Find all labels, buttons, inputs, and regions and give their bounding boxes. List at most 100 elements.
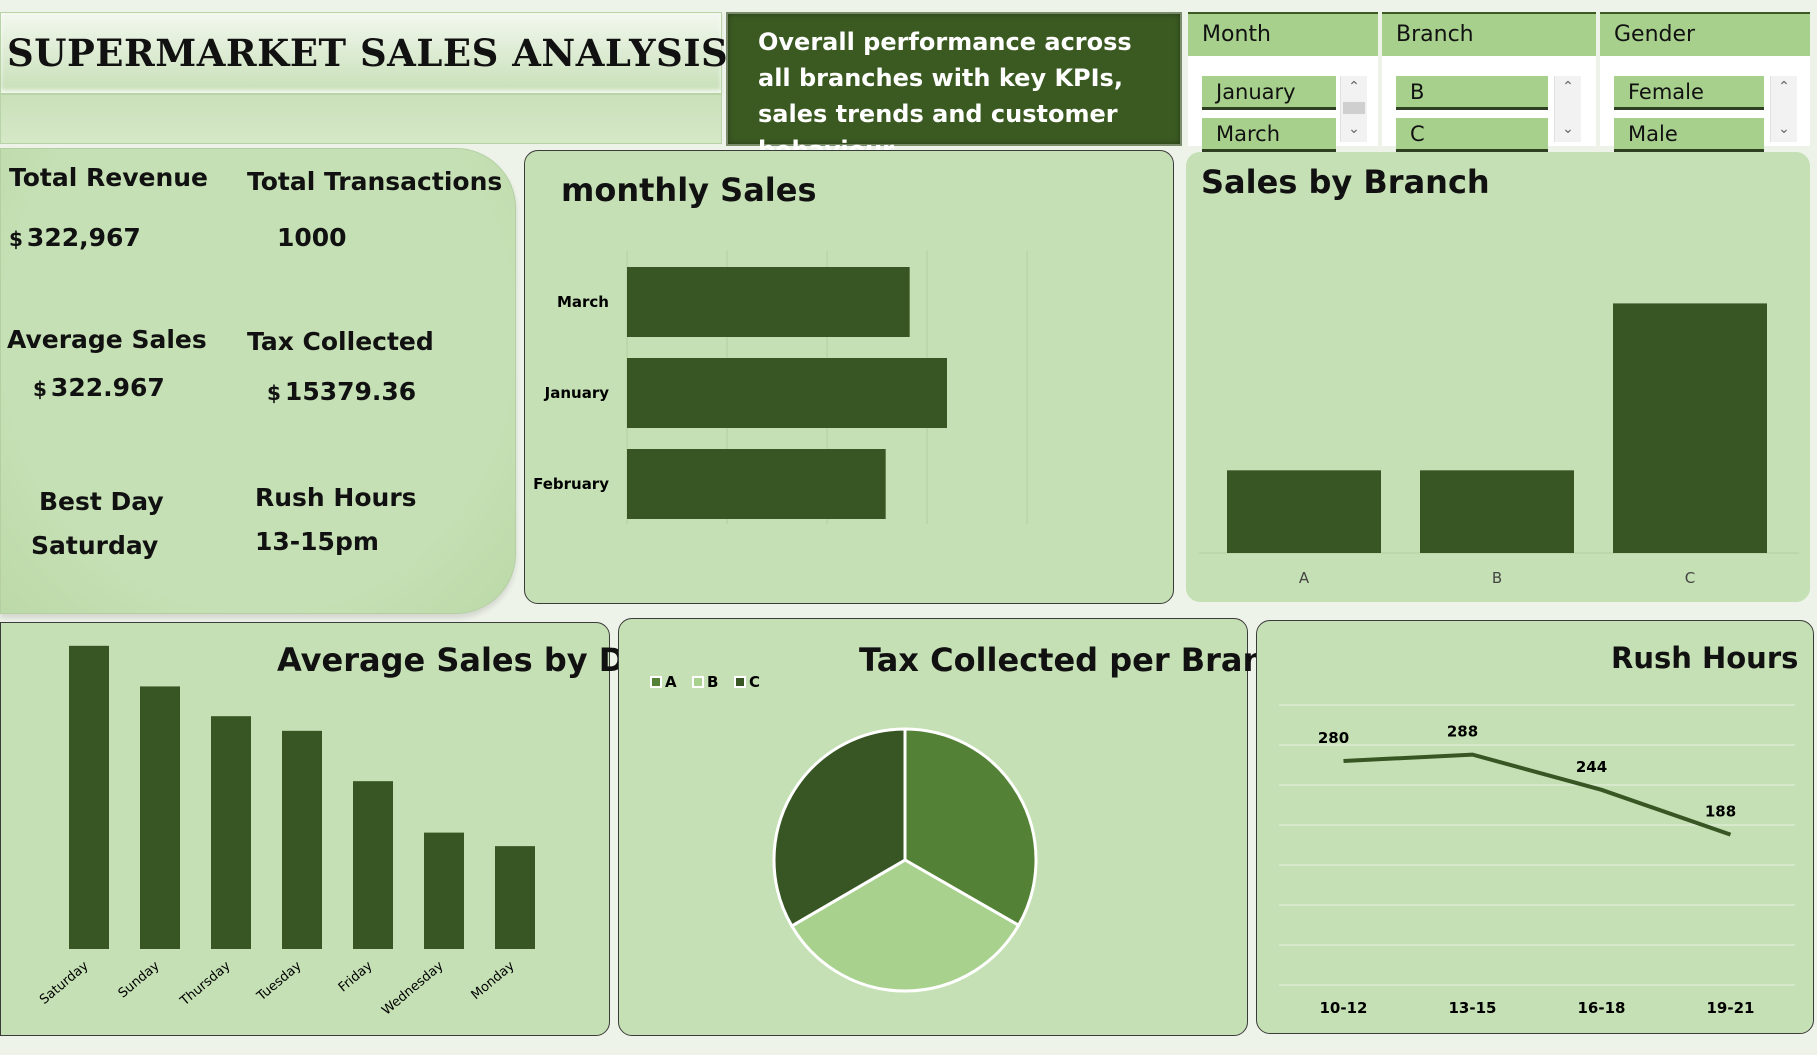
gender-slicer-item-male[interactable]: Male bbox=[1614, 118, 1764, 152]
pie-slice-c bbox=[772, 727, 907, 929]
category-label: C bbox=[1685, 569, 1695, 587]
legend-swatch-c bbox=[734, 676, 746, 688]
category-label: 13-15 bbox=[1449, 999, 1497, 1017]
monthly-sales-panel: monthly Sales March January February bbox=[524, 150, 1174, 604]
average-sales-by-day-panel: Average Sales by Day Saturday Sunday Thurs… bbox=[0, 622, 667, 1036]
tax-collected-value: $15379.36 bbox=[267, 377, 417, 406]
total-transactions-label: Total Transactions bbox=[247, 167, 503, 196]
bar-branch-c bbox=[1613, 303, 1767, 553]
scroll-thumb[interactable] bbox=[1343, 102, 1365, 114]
rush-hours-title: Rush Hours bbox=[1611, 641, 1799, 675]
rush-hours-chart: 280 10-12 288 13-15 244 16-18 188 19-21 bbox=[1279, 704, 1795, 1017]
legend-swatch-b bbox=[692, 676, 704, 688]
bar-tuesday bbox=[282, 730, 322, 949]
legend-swatch-a bbox=[650, 676, 662, 688]
total-transactions-value: 1000 bbox=[277, 223, 347, 252]
rush-hours-panel: Rush Hours 280 10-12 288 13-15 244 16-18 188 19… bbox=[1256, 620, 1814, 1034]
monthly-sales-title: monthly Sales bbox=[561, 171, 817, 209]
category-label: Friday bbox=[336, 958, 376, 995]
month-slicer-item-january[interactable]: January bbox=[1202, 76, 1336, 110]
category-label: Tuesday bbox=[254, 958, 305, 1004]
category-label: March bbox=[557, 293, 609, 311]
average-sales-by-day-chart: Saturday Sunday Thursday Tuesday Friday Wedne… bbox=[37, 645, 535, 1018]
branch-slicer-scrollbar[interactable]: ⌃ ⌄ bbox=[1554, 76, 1581, 142]
gender-slicer-scrollbar[interactable]: ⌃ ⌄ bbox=[1770, 76, 1797, 142]
scroll-up-icon[interactable]: ⌃ bbox=[1348, 79, 1360, 95]
rush-hours-value: 13-15pm bbox=[255, 527, 379, 556]
bar-branch-a bbox=[1227, 470, 1381, 553]
kpi-panel: Total Revenue $322,967 Total Transaction… bbox=[0, 148, 516, 614]
gender-slicer: Gender Female Male ⌃ ⌄ bbox=[1600, 12, 1810, 152]
rush-hours-label: Rush Hours bbox=[255, 483, 417, 512]
month-slicer: Month January March ⌃ ⌄ bbox=[1188, 12, 1378, 152]
category-label: 10-12 bbox=[1320, 999, 1368, 1017]
data-label: 188 bbox=[1705, 803, 1736, 821]
tax-collected-chart: A B C bbox=[650, 673, 1038, 993]
category-label: Monday bbox=[469, 958, 518, 1003]
best-day-label: Best Day bbox=[39, 487, 164, 516]
pie-slice-a bbox=[903, 727, 1038, 928]
best-day-value: Saturday bbox=[31, 531, 159, 560]
category-label: A bbox=[1299, 569, 1310, 587]
legend-label-b: B bbox=[707, 673, 718, 691]
page-title: SUPERMARKET SALES ANALYSIS bbox=[7, 31, 729, 75]
scroll-down-icon[interactable]: ⌄ bbox=[1348, 121, 1360, 137]
legend-label-a: A bbox=[665, 673, 677, 691]
bar-february bbox=[627, 449, 886, 519]
category-label: Saturday bbox=[37, 958, 92, 1007]
branch-slicer-header: Branch bbox=[1382, 12, 1596, 56]
scroll-up-icon[interactable]: ⌃ bbox=[1562, 79, 1574, 95]
scroll-down-icon[interactable]: ⌄ bbox=[1778, 121, 1790, 137]
branch-slicer-item-c[interactable]: C bbox=[1396, 118, 1548, 152]
category-label: February bbox=[533, 475, 609, 493]
currency-symbol: $ bbox=[33, 377, 47, 401]
subtitle-banner: Overall performance across all branches … bbox=[726, 12, 1182, 164]
dashboard-subtitle: Overall performance across all branches … bbox=[758, 28, 1132, 164]
category-label: 16-18 bbox=[1578, 999, 1626, 1017]
branch-slicer-item-b[interactable]: B bbox=[1396, 76, 1548, 110]
sales-by-branch-panel: Sales by Branch A B C bbox=[1186, 152, 1810, 602]
gender-slicer-item-female[interactable]: Female bbox=[1614, 76, 1764, 110]
average-sales-label: Average Sales bbox=[7, 325, 207, 354]
bar-friday bbox=[353, 781, 393, 949]
title-banner: SUPERMARKET SALES ANALYSIS bbox=[0, 12, 728, 94]
monthly-sales-chart: March January February bbox=[533, 251, 1028, 524]
tax-collected-title: Tax Collected per Branch bbox=[859, 641, 1308, 679]
sales-by-branch-title: Sales by Branch bbox=[1201, 163, 1490, 201]
bar-wednesday bbox=[424, 832, 464, 949]
category-label: Wednesday bbox=[379, 958, 447, 1018]
total-revenue-label: Total Revenue bbox=[9, 163, 209, 192]
tax-collected-label: Tax Collected bbox=[247, 327, 434, 356]
month-slicer-scrollbar[interactable]: ⌃ ⌄ bbox=[1340, 76, 1367, 142]
data-label: 288 bbox=[1447, 723, 1478, 741]
bar-saturday bbox=[69, 645, 109, 949]
scroll-down-icon[interactable]: ⌄ bbox=[1562, 121, 1574, 137]
average-sales-value: $322.967 bbox=[33, 373, 165, 402]
title-strip bbox=[0, 94, 722, 144]
category-label: B bbox=[1492, 569, 1502, 587]
tax-collected-panel: Tax Collected per Branch A B C bbox=[618, 618, 1307, 1036]
category-label: January bbox=[544, 384, 610, 402]
pie-slice-b bbox=[789, 858, 1021, 993]
category-label: Sunday bbox=[116, 958, 163, 1001]
average-sales-by-day-title: Average Sales by Day bbox=[277, 641, 667, 679]
category-label: Thursday bbox=[177, 958, 234, 1009]
gender-slicer-header: Gender bbox=[1600, 12, 1810, 56]
bar-march bbox=[627, 267, 910, 337]
bar-january bbox=[627, 358, 947, 428]
bar-monday bbox=[495, 846, 535, 949]
data-label: 280 bbox=[1318, 729, 1349, 747]
currency-symbol: $ bbox=[9, 227, 23, 251]
total-revenue-value: $322,967 bbox=[9, 223, 141, 252]
sales-by-branch-chart: A B C bbox=[1199, 303, 1799, 587]
branch-slicer: Branch B C ⌃ ⌄ bbox=[1382, 12, 1596, 152]
bar-branch-b bbox=[1420, 470, 1574, 553]
data-label: 244 bbox=[1576, 758, 1607, 776]
scroll-up-icon[interactable]: ⌃ bbox=[1778, 79, 1790, 95]
legend-label-c: C bbox=[749, 673, 760, 691]
rush-hours-line bbox=[1343, 752, 1732, 837]
category-label: 19-21 bbox=[1707, 999, 1755, 1017]
currency-symbol: $ bbox=[267, 381, 281, 405]
month-slicer-header: Month bbox=[1188, 12, 1378, 56]
month-slicer-item-march[interactable]: March bbox=[1202, 118, 1336, 152]
